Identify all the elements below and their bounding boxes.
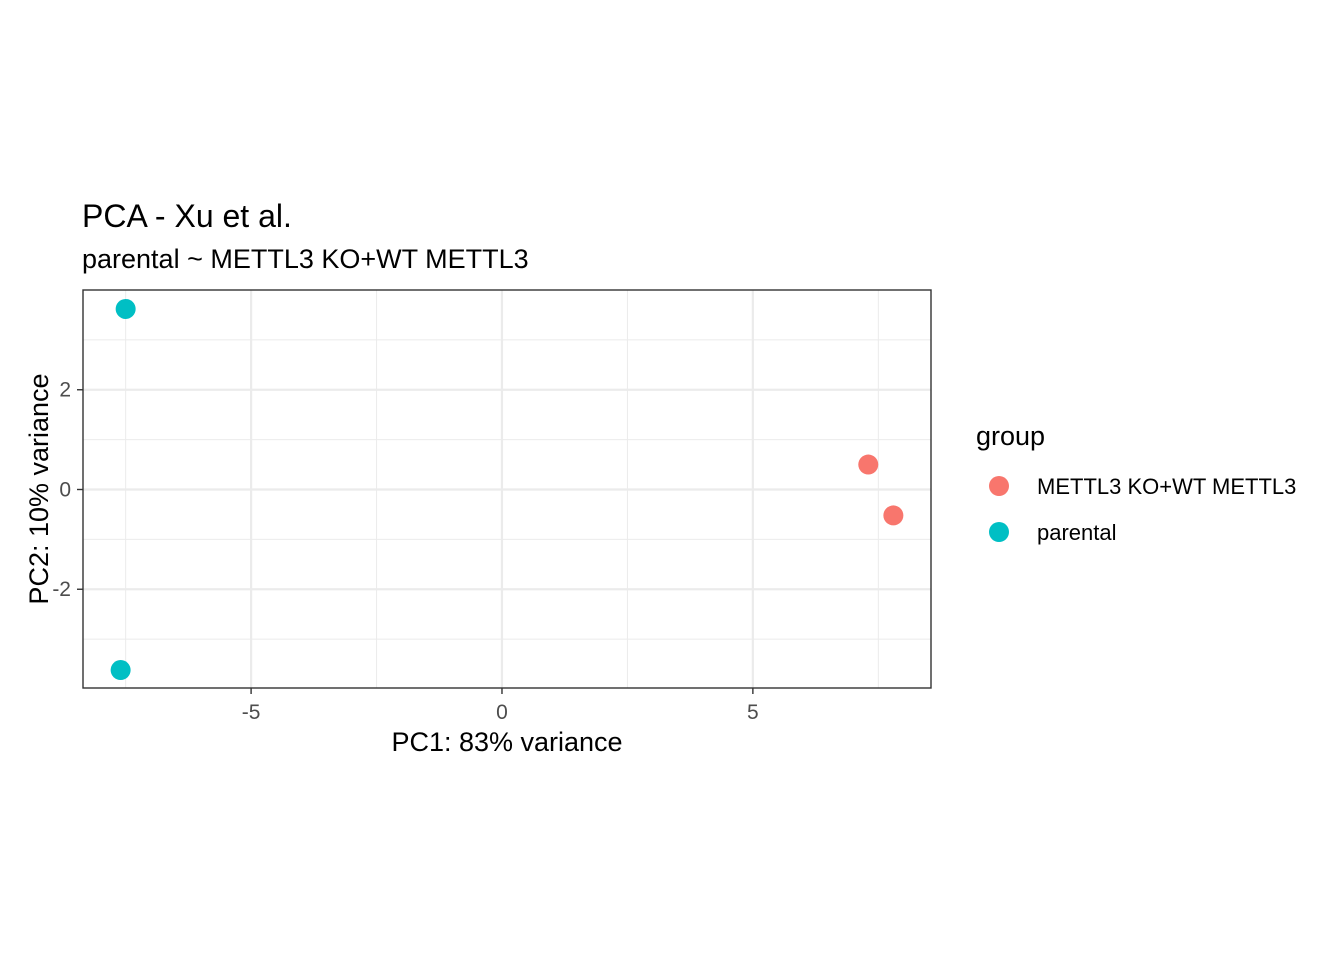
legend-key-dot — [989, 476, 1009, 496]
x-axis-title: PC1: 83% variance — [391, 727, 622, 757]
x-tick-label: 5 — [747, 701, 759, 724]
x-tick-label: 0 — [496, 701, 508, 724]
legend-label: METTL3 KO+WT METTL3 — [1037, 474, 1296, 499]
y-tick-label: 2 — [59, 379, 71, 402]
y-axis-title: PC2: 10% variance — [24, 373, 54, 604]
major-gridlines — [83, 290, 931, 688]
legend: group METTL3 KO+WT METTL3 parental — [976, 421, 1296, 545]
data-point — [110, 660, 131, 681]
data-points — [110, 298, 904, 681]
data-point — [883, 505, 904, 526]
chart-subtitle: parental ~ METTL3 KO+WT METTL3 — [82, 244, 529, 274]
data-point — [858, 454, 879, 475]
data-point — [115, 298, 136, 319]
y-axis-ticks: -2 0 2 — [52, 379, 83, 601]
legend-key-dot — [989, 522, 1009, 542]
chart-title: PCA - Xu et al. — [82, 198, 292, 234]
y-tick-label: 0 — [59, 478, 71, 501]
y-tick-label: -2 — [52, 578, 71, 601]
legend-label: parental — [1037, 520, 1117, 545]
legend-items: METTL3 KO+WT METTL3 parental — [989, 474, 1296, 545]
legend-title: group — [976, 421, 1045, 451]
x-axis-ticks: -5 0 5 — [242, 688, 759, 724]
x-tick-label: -5 — [242, 701, 261, 724]
